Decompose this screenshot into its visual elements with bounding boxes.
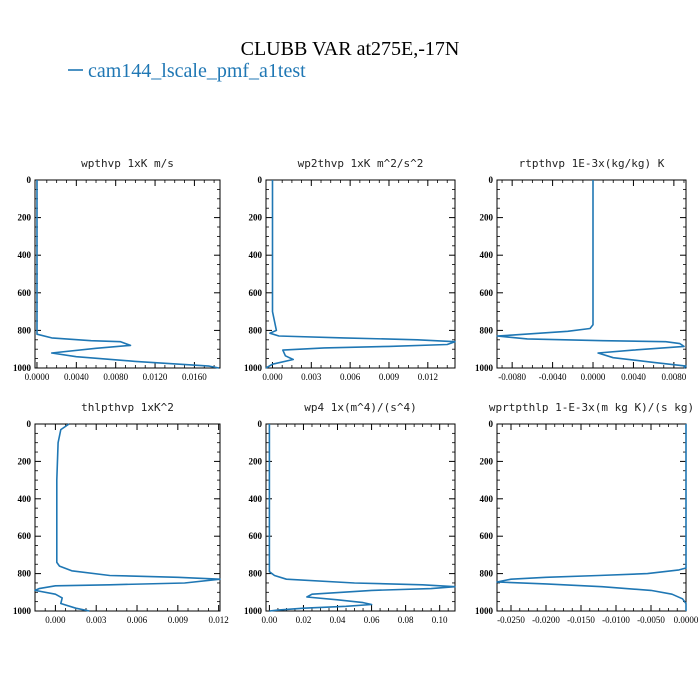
x-tick-label: 0.006: [340, 372, 361, 382]
x-tick-label: -0.0150: [567, 615, 595, 625]
y-tick-label: 1000: [13, 606, 32, 616]
y-tick-label: 1000: [244, 363, 263, 373]
panel-3: rtpthvp 1E-3x(kg/kg) K02004006008001000-…: [475, 157, 687, 382]
panel-title: wp4 1x(m^4)/(s^4): [304, 401, 417, 414]
x-tick-label: 0.009: [379, 372, 400, 382]
y-tick-label: 200: [249, 456, 263, 466]
y-tick-label: 0: [27, 419, 32, 429]
x-tick-label: 0.00: [262, 615, 278, 625]
y-tick-label: 0: [27, 175, 32, 185]
series-line: [36, 180, 220, 369]
y-tick-label: 1000: [475, 606, 494, 616]
y-tick-label: 0: [489, 419, 494, 429]
y-tick-label: 200: [480, 456, 494, 466]
x-tick-label: 0.02: [296, 615, 312, 625]
panel-title: wprtpthlp 1-E-3x(m kg K)/(s kg): [489, 401, 694, 414]
x-tick-label: -0.0080: [498, 372, 526, 382]
x-tick-label: 0.000: [45, 615, 66, 625]
series-line: [496, 180, 687, 369]
y-tick-label: 400: [249, 494, 263, 504]
series-line: [34, 423, 221, 612]
panel-title: thlpthvp 1xK^2: [81, 401, 174, 414]
x-tick-label: 0.0000: [581, 372, 606, 382]
plot-frame: [34, 179, 221, 369]
y-tick-label: 400: [480, 250, 494, 260]
x-tick-label: 0.10: [432, 615, 448, 625]
y-tick-label: 200: [249, 213, 263, 223]
x-tick-label: 0.0080: [661, 372, 686, 382]
y-tick-label: 1000: [475, 363, 494, 373]
x-tick-label: -0.0050: [637, 615, 665, 625]
y-tick-label: 800: [249, 569, 263, 579]
y-tick-label: 200: [18, 213, 32, 223]
y-tick-label: 400: [18, 250, 32, 260]
y-tick-label: 600: [480, 288, 494, 298]
x-tick-label: 0.0040: [621, 372, 646, 382]
x-tick-label: 0.0000: [674, 615, 699, 625]
x-tick-label: -0.0040: [539, 372, 567, 382]
x-tick-label: 0.012: [418, 372, 438, 382]
x-tick-label: 0.000: [262, 372, 283, 382]
y-tick-label: 600: [249, 531, 263, 541]
series-line: [268, 424, 456, 612]
panel-title: wpthvp 1xK m/s: [81, 157, 174, 170]
panel-2: wp2thvp 1xK m^2/s^2020040060080010000.00…: [244, 157, 456, 382]
y-tick-label: 400: [18, 494, 32, 504]
x-tick-label: -0.0100: [602, 615, 630, 625]
x-tick-label: 0.0000: [25, 372, 50, 382]
x-tick-label: 0.0080: [103, 372, 128, 382]
y-tick-label: 600: [480, 531, 494, 541]
x-tick-label: 0.08: [398, 615, 414, 625]
series-line: [496, 424, 687, 611]
x-tick-label: 0.009: [168, 615, 189, 625]
y-tick-label: 800: [480, 569, 494, 579]
y-tick-label: 600: [18, 288, 32, 298]
panel-6: wprtpthlp 1-E-3x(m kg K)/(s kg) 0 200 400 60…: [475, 401, 699, 625]
y-tick-label: 200: [480, 213, 494, 223]
x-tick-label: 0.012: [209, 615, 229, 625]
y-tick-label: 0: [489, 175, 494, 185]
x-tick-label: 0.0160: [182, 372, 207, 382]
y-tick-label: 1000: [13, 363, 32, 373]
y-tick-label: 600: [249, 288, 263, 298]
figure-title: CLUBB VAR at275E,-17N: [241, 38, 460, 60]
y-tick-label: 800: [18, 325, 32, 335]
x-tick-label: 0.06: [364, 615, 380, 625]
series-line: [265, 180, 456, 369]
x-tick-label: 0.04: [330, 615, 346, 625]
x-tick-label: 0.003: [86, 615, 107, 625]
y-tick-label: 0: [258, 419, 263, 429]
y-tick-label: 400: [480, 494, 494, 504]
y-tick-label: 200: [18, 456, 32, 466]
y-tick-label: 800: [18, 569, 32, 579]
x-tick-label: 0.006: [127, 615, 148, 625]
y-tick-label: 0: [258, 175, 263, 185]
x-tick-label: 0.0120: [143, 372, 168, 382]
y-tick-label: 400: [249, 250, 263, 260]
y-tick-label: 600: [18, 531, 32, 541]
x-tick-label: -0.0200: [532, 615, 560, 625]
legend: cam144_lscale_pmf_a1test: [68, 60, 306, 82]
panel-4: thlpthvp 1xK^2 0 200 400 600 800 1000 0.000 0.00…: [13, 401, 229, 625]
y-tick-label: 1000: [244, 606, 263, 616]
panel-title: rtpthvp 1E-3x(kg/kg) K: [519, 157, 665, 170]
x-tick-label: 0.003: [301, 372, 322, 382]
y-tick-label: 800: [249, 325, 263, 335]
legend-label: cam144_lscale_pmf_a1test: [88, 60, 306, 82]
panel-title: wp2thvp 1xK m^2/s^2: [298, 157, 424, 170]
x-tick-label: -0.0250: [497, 615, 525, 625]
y-tick-label: 800: [480, 325, 494, 335]
x-tick-label: 0.0040: [64, 372, 89, 382]
